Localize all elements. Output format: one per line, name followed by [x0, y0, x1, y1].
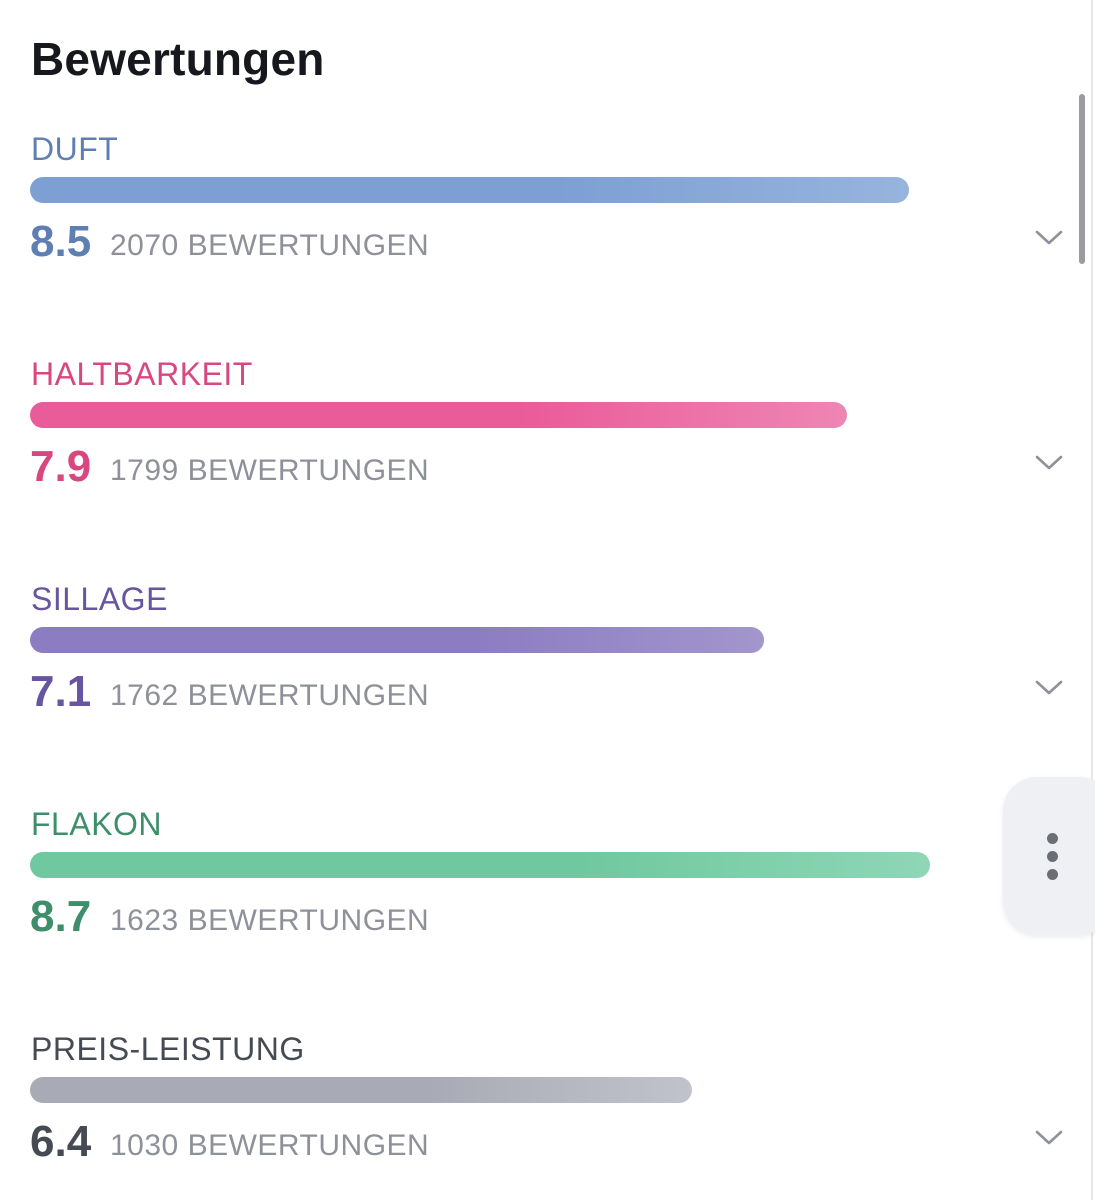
panel-edge: [1091, 0, 1093, 1200]
rating-label: SILLAGE: [31, 581, 168, 617]
rating-label: DUFT: [31, 131, 119, 167]
rating-haltbarkeit: HALTBARKEIT 7.9 1799 BEWERTUNGEN: [0, 356, 1095, 556]
rating-count: 1799 BEWERTUNGEN: [110, 454, 430, 487]
scrollbar[interactable]: [1079, 94, 1085, 264]
rating-score: 7.9: [30, 442, 92, 491]
rating-count: 1623 BEWERTUNGEN: [110, 904, 430, 937]
rating-count: 1762 BEWERTUNGEN: [110, 679, 430, 712]
rating-flakon: FLAKON 8.7 1623 BEWERTUNGEN: [0, 806, 1095, 1006]
rating-count: 2070 BEWERTUNGEN: [110, 229, 430, 262]
rating-preis-leistung: PREIS-LEISTUNG 6.4 1030 BEWERTUNGEN: [0, 1031, 1095, 1200]
rating-score: 7.1: [30, 667, 92, 716]
rating-bar: [30, 1077, 692, 1103]
rating-label: PREIS-LEISTUNG: [31, 1031, 305, 1067]
chevron-down-icon[interactable]: [1033, 1125, 1065, 1149]
chevron-down-icon[interactable]: [1033, 675, 1065, 699]
rating-bar: [30, 852, 930, 878]
rating-label: HALTBARKEIT: [31, 356, 253, 392]
more-options-button[interactable]: [1003, 777, 1095, 935]
rating-score: 6.4: [30, 1117, 92, 1166]
chevron-down-icon[interactable]: [1033, 450, 1065, 474]
chevron-down-icon[interactable]: [1033, 225, 1065, 249]
rating-bar: [30, 627, 764, 653]
rating-duft: DUFT 8.5 2070 BEWERTUNGEN: [0, 131, 1095, 331]
rating-bar: [30, 177, 909, 203]
rating-label: FLAKON: [31, 806, 163, 842]
rating-sillage: SILLAGE 7.1 1762 BEWERTUNGEN: [0, 581, 1095, 781]
rating-bar: [30, 402, 847, 428]
rating-count: 1030 BEWERTUNGEN: [110, 1129, 430, 1162]
page-title: Bewertungen: [31, 33, 325, 85]
rating-score: 8.5: [30, 217, 92, 266]
rating-score: 8.7: [30, 892, 92, 941]
